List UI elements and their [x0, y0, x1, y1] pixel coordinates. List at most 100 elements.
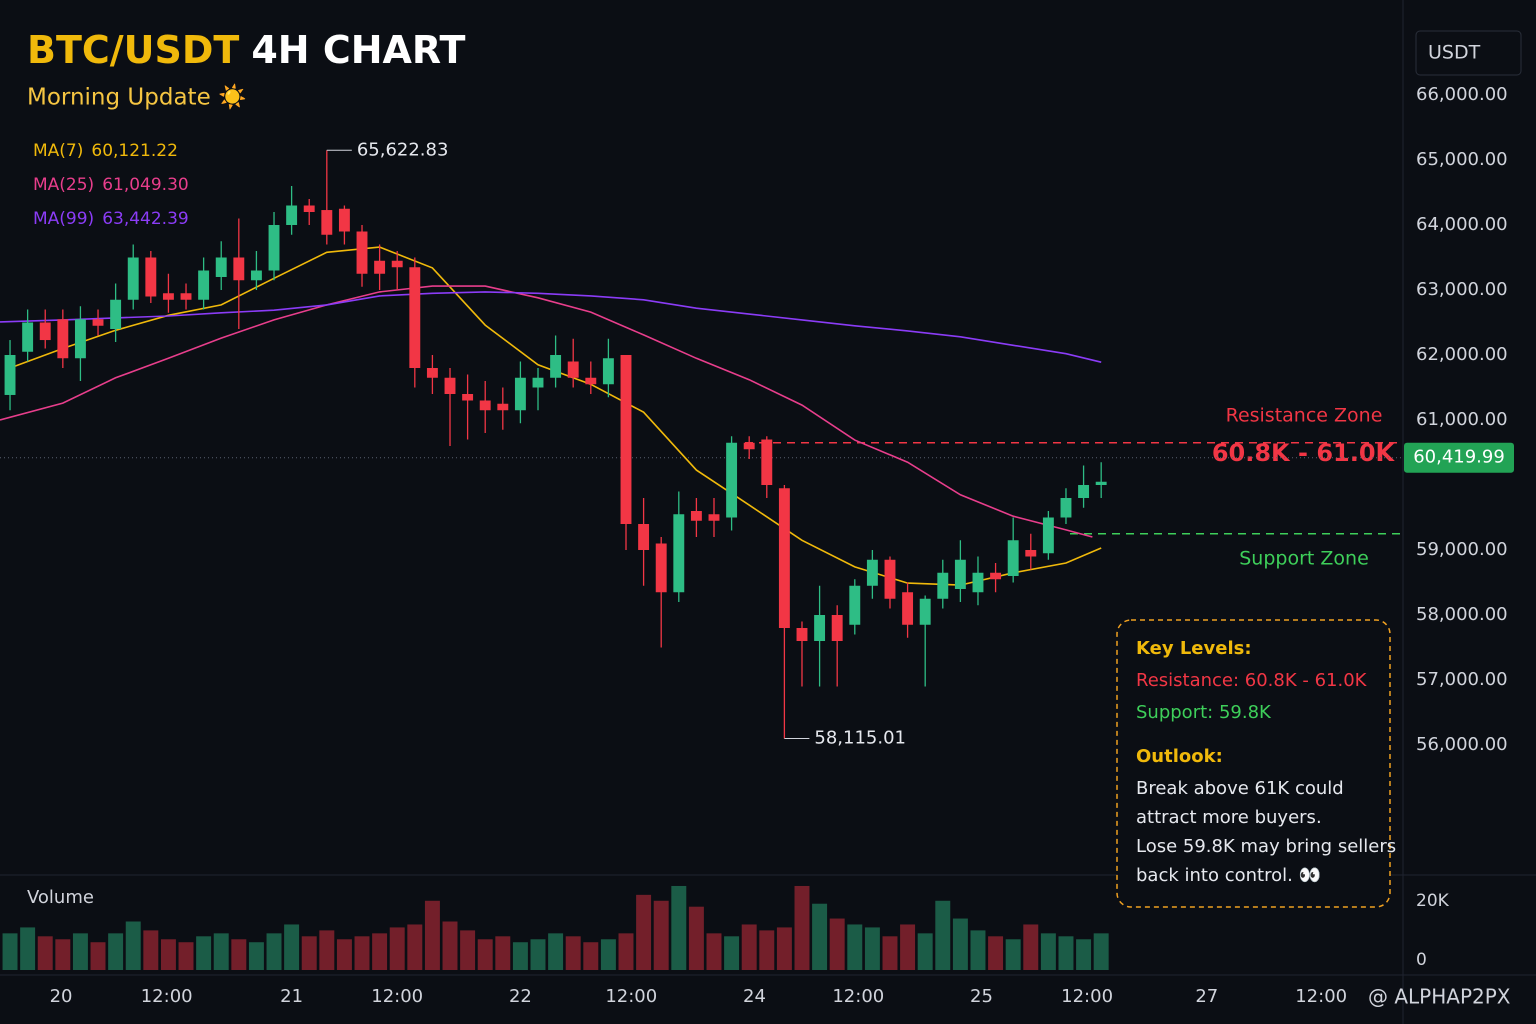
volume-bar	[178, 942, 194, 970]
x-tick-label: 12:00	[832, 986, 884, 1007]
candle-body	[497, 403, 509, 411]
candle-body	[532, 377, 544, 388]
y-tick-label: 64,000.00	[1416, 214, 1508, 235]
candle-body	[778, 488, 790, 628]
currency-box[interactable]	[1415, 30, 1522, 76]
info-support: Support: 59.8K	[1136, 702, 1272, 723]
candle-body	[743, 442, 755, 450]
volume-bar	[108, 933, 124, 970]
volume-bar	[882, 936, 898, 970]
currency[interactable]: USDT	[1428, 42, 1481, 64]
volume-bar	[55, 939, 71, 970]
candle-body	[162, 293, 174, 300]
volume-bar	[900, 924, 916, 970]
volume-bar	[600, 939, 616, 970]
volume-bar	[1093, 933, 1109, 970]
volume-bar	[160, 939, 176, 970]
volume-bar	[1076, 939, 1092, 970]
candle-body	[585, 377, 597, 385]
volume-bar	[266, 933, 282, 970]
candle-body	[673, 514, 685, 593]
volume-title: Volume	[27, 887, 94, 908]
candle-body	[831, 615, 843, 641]
volume-bar	[812, 903, 828, 970]
candle-body	[145, 257, 157, 297]
annotation: 65,622.83	[357, 139, 449, 160]
x-tick-label: 12:00	[141, 986, 193, 1007]
ma-legend: MA(25) 61,049.30	[33, 175, 189, 195]
volume-bar	[301, 936, 317, 970]
moving-average-line	[9, 246, 1102, 586]
x-tick-label: 12:00	[605, 986, 657, 1007]
volume-bar	[565, 936, 581, 970]
candle-body	[567, 361, 579, 378]
last-price-label: 60,419.99	[1413, 447, 1505, 468]
candle-body	[919, 598, 931, 625]
volume-bar	[653, 900, 669, 970]
y-tick-label: 58,000.00	[1416, 604, 1508, 625]
volume-bar	[794, 885, 810, 970]
ma-value: 61,049.30	[102, 175, 189, 195]
last-price-tag	[1404, 442, 1514, 473]
candle-body	[303, 205, 315, 212]
title-pair: BTC/USDT	[27, 28, 239, 72]
title-timeframe: 4H CHART	[251, 28, 465, 72]
chart-title: BTC/USDT 4H CHART	[27, 28, 465, 72]
candle-body	[814, 615, 826, 641]
volume-bar	[354, 936, 370, 970]
info-resistance: Resistance: 60.8K - 61.0K	[1136, 670, 1368, 691]
candle-body	[761, 439, 773, 485]
moving-average-line	[0, 285, 1093, 538]
candle-body	[426, 368, 438, 378]
candle-body	[462, 394, 474, 401]
volume-bar	[829, 918, 845, 970]
volume-bar	[759, 930, 775, 970]
level-range: 60.8K - 61.0K	[1212, 439, 1396, 467]
ma-value: 63,442.39	[102, 209, 189, 229]
ma-legend: MA(99) 63,442.39	[33, 209, 189, 229]
y-tick-label: 61,000.00	[1416, 409, 1508, 430]
candle-body	[110, 299, 122, 329]
candle-body	[479, 400, 491, 411]
volume-bar	[319, 930, 335, 970]
candle-body	[374, 260, 386, 274]
y-tick-label: 62,000.00	[1416, 344, 1508, 365]
volume-bar	[1005, 939, 1021, 970]
x-tick-label: 20	[50, 986, 73, 1007]
volume-bar	[988, 936, 1004, 970]
ma-name: MA(25)	[33, 175, 94, 195]
info-outlook-line: Lose 59.8K may bring sellers	[1136, 836, 1396, 857]
candle-body	[602, 358, 614, 385]
candle-body	[180, 293, 192, 300]
volume-bar	[72, 933, 88, 970]
candle-body	[550, 355, 562, 378]
volume-bar	[741, 924, 757, 970]
candle-body	[391, 260, 403, 268]
candle-body	[954, 559, 966, 589]
candle-body	[990, 572, 1002, 580]
volume-bar	[495, 936, 511, 970]
volume-bar	[864, 927, 880, 970]
volume-bar	[90, 942, 106, 970]
x-tick-label: 12:00	[371, 986, 423, 1007]
x-tick-label: 25	[970, 986, 993, 1007]
volume-bar	[935, 900, 951, 970]
volume-bar	[548, 933, 564, 970]
volume-bar	[2, 933, 18, 970]
candle-body	[708, 514, 720, 521]
candle-body	[866, 559, 878, 586]
candle-body	[638, 524, 650, 550]
x-tick-label: 24	[743, 986, 766, 1007]
volume-bar	[512, 942, 528, 970]
candle-body	[690, 511, 702, 521]
candle-body	[972, 572, 984, 593]
candle-body	[409, 267, 421, 368]
level-name: Resistance Zone	[1226, 404, 1383, 426]
info-box	[1116, 619, 1391, 908]
volume-bar	[671, 885, 687, 970]
volume-bar	[970, 930, 986, 970]
candle-body	[250, 270, 262, 281]
candle-body	[127, 257, 139, 300]
